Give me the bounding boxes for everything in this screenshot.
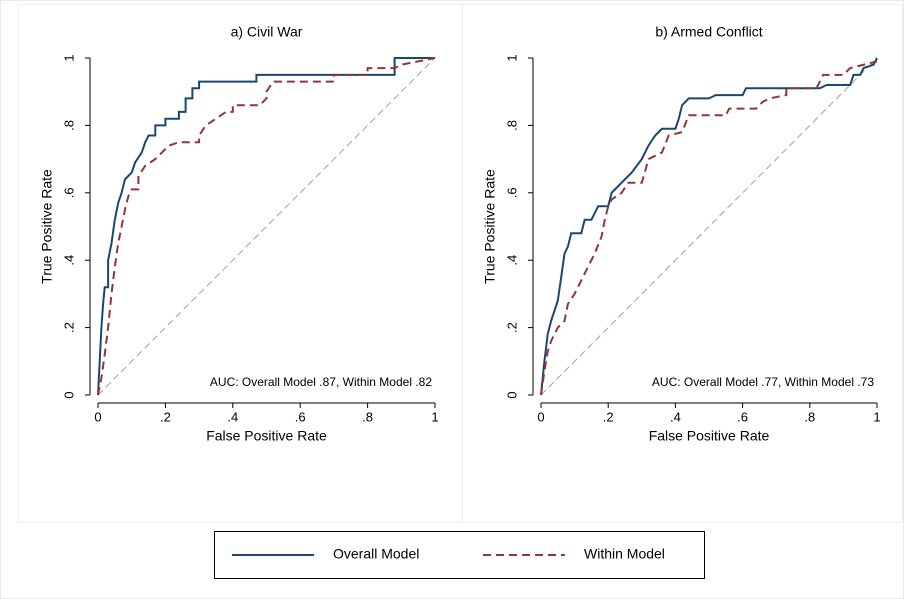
y-tick-label: .8 — [504, 120, 519, 131]
y-tick-label: 1 — [504, 54, 519, 61]
annotation: AUC: Overall Model .87, Within Model .82 — [210, 375, 432, 389]
x-axis-label: False Positive Rate — [206, 428, 327, 444]
x-tick-label: .2 — [160, 409, 171, 424]
y-tick-label: 1 — [61, 54, 76, 61]
x-tick-label: .4 — [227, 409, 238, 424]
reference-line — [540, 57, 878, 396]
x-axis-label: False Positive Rate — [649, 428, 770, 444]
roc-curve — [540, 60, 878, 396]
y-axis-label: True Positive Rate — [482, 169, 498, 284]
y-tick-label: .6 — [504, 187, 519, 198]
y-tick-label: 0 — [61, 391, 76, 398]
x-tick-label: .4 — [670, 409, 681, 424]
y-tick-label: .6 — [61, 187, 76, 198]
annotation: AUC: Overall Model .77, Within Model .73 — [652, 375, 874, 389]
x-tick-label: .2 — [603, 409, 614, 424]
y-tick-label: .8 — [61, 120, 76, 131]
y-axis-label: True Positive Rate — [39, 169, 55, 284]
x-tick-label: 0 — [537, 409, 544, 424]
panel-background — [462, 4, 903, 523]
panel-background — [18, 4, 463, 523]
x-tick-label: .6 — [295, 409, 306, 424]
x-tick-label: 0 — [94, 409, 101, 424]
chart-title: a) Civil War — [231, 24, 303, 40]
chart-title: b) Armed Conflict — [655, 24, 762, 40]
x-tick-label: .8 — [804, 409, 815, 424]
x-tick-label: 1 — [431, 409, 438, 424]
y-tick-label: .4 — [61, 255, 76, 266]
y-tick-label: .2 — [61, 322, 76, 333]
x-tick-label: .6 — [737, 409, 748, 424]
roc-curve — [540, 57, 878, 396]
roc-curve — [97, 57, 436, 396]
x-tick-label: 1 — [873, 409, 880, 424]
x-tick-label: .8 — [362, 409, 373, 424]
y-tick-label: .4 — [504, 255, 519, 266]
legend-label: Overall Model — [333, 546, 419, 562]
y-tick-label: 0 — [504, 391, 519, 398]
reference-line — [97, 57, 436, 396]
y-tick-label: .2 — [504, 322, 519, 333]
legend-label: Within Model — [584, 546, 665, 562]
roc-curve — [97, 57, 435, 396]
